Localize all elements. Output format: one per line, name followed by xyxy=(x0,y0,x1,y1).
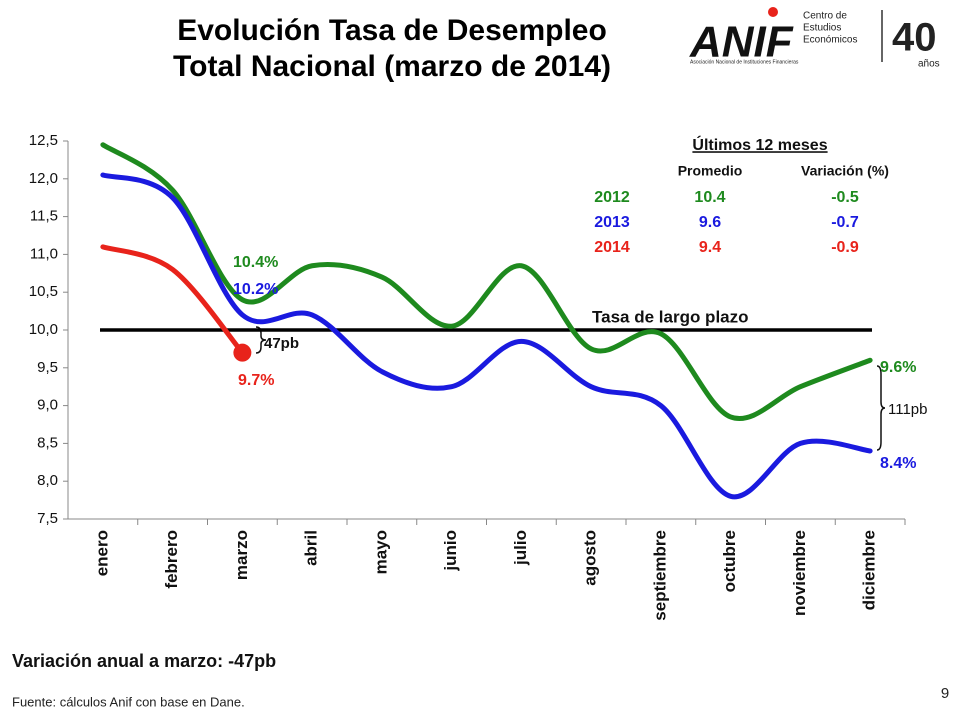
title: Evolución Tasa de Desempleo xyxy=(177,14,607,47)
logo-anniversary: 40 xyxy=(892,16,937,60)
series-line xyxy=(100,244,245,356)
value-label: 8.4% xyxy=(880,455,916,472)
x-tick-label: abril xyxy=(302,530,321,566)
logo-anniversary-sub: años xyxy=(918,59,940,70)
x-tick-label: junio xyxy=(441,530,460,572)
bracket xyxy=(876,365,886,451)
y-tick-label: 10,0 xyxy=(29,321,58,338)
table-cell: 9.4 xyxy=(699,239,721,256)
value-label: 10.4% xyxy=(233,254,278,271)
x-tick-label: octubre xyxy=(720,530,739,592)
y-tick-label: 9,5 xyxy=(37,359,58,376)
table-year: 2012 xyxy=(594,189,630,206)
annotation: 111pb xyxy=(888,401,928,418)
x-tick-label: noviembre xyxy=(790,530,809,616)
series-line xyxy=(100,172,873,500)
y-tick-label: 8,0 xyxy=(37,472,58,489)
logo-brand: ANIF xyxy=(689,18,794,67)
x-tick-label: mayo xyxy=(371,530,390,574)
y-tick-label: 12,5 xyxy=(29,132,58,149)
annotation: 47pb xyxy=(264,335,299,352)
y-tick-label: 11,5 xyxy=(30,208,58,225)
value-label: 10.2% xyxy=(233,281,278,298)
logo-unit: Centro de xyxy=(803,11,847,22)
logo-dot xyxy=(768,7,778,17)
end-marker xyxy=(233,343,252,362)
table-header: Promedio xyxy=(678,163,743,179)
x-tick-label: diciembre xyxy=(860,530,879,610)
x-tick-label: marzo xyxy=(232,530,251,580)
logo-unit: Estudios xyxy=(803,23,841,34)
table-header: Variación (%) xyxy=(801,163,889,179)
x-tick-label: julio xyxy=(511,530,530,566)
table-cell: -0.7 xyxy=(831,214,859,231)
logo-tagline: Asociación Nacional de Instituciones Fin… xyxy=(690,59,799,65)
y-tick-label: 7,5 xyxy=(37,510,58,527)
y-tick-label: 12,0 xyxy=(29,170,58,187)
footer-note: Variación anual a marzo: -47pb xyxy=(12,651,276,671)
page-number: 9 xyxy=(941,685,949,702)
y-tick-label: 10,5 xyxy=(29,283,58,300)
y-tick-label: 11,0 xyxy=(30,245,58,262)
table-title: Últimos 12 meses xyxy=(692,135,827,154)
logo-unit: Económicos xyxy=(803,35,857,46)
table-cell: -0.5 xyxy=(831,189,859,206)
x-tick-label: enero xyxy=(92,530,111,576)
table-year: 2013 xyxy=(594,214,630,231)
series-line xyxy=(100,142,873,421)
footer-source: Fuente: cálculos Anif con base en Dane. xyxy=(12,694,245,709)
table-cell: 9.6 xyxy=(699,214,721,231)
value-label: 9.7% xyxy=(238,372,274,389)
x-tick-label: agosto xyxy=(581,530,600,586)
table-year: 2014 xyxy=(594,239,630,256)
x-tick-label: septiembre xyxy=(650,530,669,621)
table-cell: -0.9 xyxy=(831,239,859,256)
reference-label: Tasa de largo plazo xyxy=(592,307,749,326)
x-tick-label: febrero xyxy=(162,530,181,589)
value-label: 9.6% xyxy=(880,359,916,376)
title: Total Nacional (marzo de 2014) xyxy=(173,50,611,83)
table-cell: 10.4 xyxy=(694,189,725,206)
y-tick-label: 9,0 xyxy=(37,397,58,414)
logo: ANIF Centro de Estudios Económicos Asoci… xyxy=(689,7,940,70)
y-tick-label: 8,5 xyxy=(37,434,58,451)
